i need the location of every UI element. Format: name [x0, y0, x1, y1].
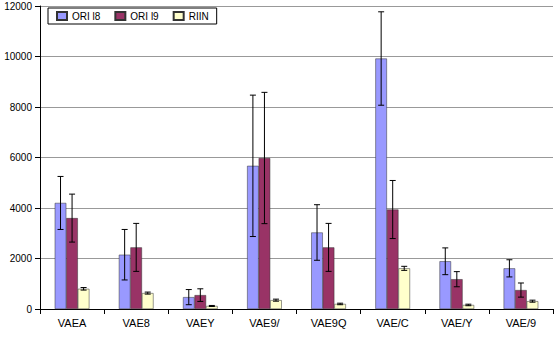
svg-text:VAE9Q: VAE9Q: [311, 317, 347, 329]
svg-text:12000: 12000: [4, 1, 32, 12]
svg-text:VAE/Y: VAE/Y: [441, 317, 473, 329]
svg-text:VAE8: VAE8: [123, 317, 150, 329]
svg-text:4000: 4000: [10, 203, 33, 214]
svg-text:VAEY: VAEY: [186, 317, 215, 329]
svg-text:ORI l9: ORI l9: [130, 11, 159, 22]
svg-text:VAEA: VAEA: [58, 317, 87, 329]
svg-text:VAE9/: VAE9/: [249, 317, 280, 329]
svg-text:8000: 8000: [10, 102, 33, 113]
svg-text:6000: 6000: [10, 152, 33, 163]
svg-text:RIIN: RIIN: [189, 11, 209, 22]
svg-text:2000: 2000: [10, 253, 33, 264]
svg-text:VAE/9: VAE/9: [506, 317, 536, 329]
svg-text:10000: 10000: [4, 51, 32, 62]
svg-text:ORI l8: ORI l8: [72, 11, 101, 22]
svg-text:0: 0: [26, 304, 32, 315]
svg-text:VAE/C: VAE/C: [377, 317, 409, 329]
